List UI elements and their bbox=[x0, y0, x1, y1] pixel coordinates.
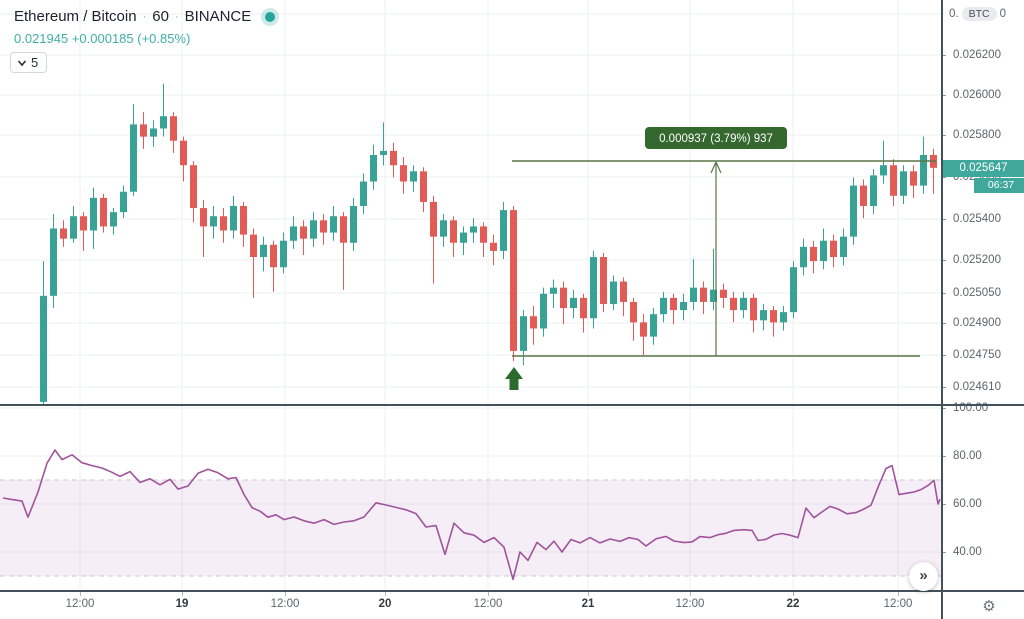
time-tickmark bbox=[898, 592, 899, 596]
chevron-down-icon bbox=[17, 59, 27, 66]
time-tickmark bbox=[488, 592, 489, 596]
time-tickmark bbox=[690, 592, 691, 596]
axis-tick-label: 0.024610 bbox=[941, 380, 1024, 394]
time-tickmark bbox=[385, 592, 386, 596]
indicator-dropdown-value: 5 bbox=[31, 55, 39, 70]
rsi-indicator-pane[interactable] bbox=[0, 406, 941, 590]
axis-tick-label: 40.00 bbox=[941, 545, 1024, 559]
time-tickmark bbox=[182, 592, 183, 596]
measure-label: 0.000937 (3.79%) 937 bbox=[659, 133, 773, 145]
currency-unit-pill[interactable]: BTC bbox=[961, 7, 997, 21]
collapse-pane-button[interactable]: » bbox=[909, 562, 938, 591]
price-range-measure-tool[interactable]: 0.000937 (3.79%) 937 bbox=[512, 127, 936, 357]
time-tickmark bbox=[588, 592, 589, 596]
rsi-line bbox=[2, 449, 941, 581]
axis-tick-label: 80.00 bbox=[941, 449, 1024, 463]
main-price-chart[interactable]: 0.000937 (3.79%) 937 bbox=[0, 0, 941, 404]
chart-header: Ethereum / Bitcoin · 60 · BINANCE 0.0219… bbox=[14, 8, 276, 46]
price-unit-row: 0. BTC 0 bbox=[949, 7, 1006, 21]
axis-tick-label: 0.025200 bbox=[941, 253, 1024, 267]
axis-tick-label: 60.00 bbox=[941, 497, 1024, 511]
time-tick-label: 21 bbox=[581, 598, 595, 610]
time-tick-label: 12:00 bbox=[883, 598, 913, 610]
axis-tick-label: 0.025400 bbox=[941, 212, 1024, 226]
pane-divider[interactable] bbox=[0, 404, 1024, 406]
time-tick-label: 12:00 bbox=[473, 598, 503, 610]
axis-tick-label: 0.024750 bbox=[941, 348, 1024, 362]
buy-arrow-marker[interactable] bbox=[505, 367, 523, 390]
time-axis-divider bbox=[0, 590, 1024, 592]
axis-tick-label: 0.025050 bbox=[941, 286, 1024, 300]
unit-suffix: 0 bbox=[999, 8, 1006, 20]
time-tick-label: 12:00 bbox=[675, 598, 705, 610]
symbol-title: Ethereum / Bitcoin · 60 · BINANCE bbox=[14, 8, 276, 25]
axis-tick-label: 0.025800 bbox=[941, 128, 1024, 142]
time-tick-label: 22 bbox=[786, 598, 800, 610]
symbol-name: Ethereum / Bitcoin bbox=[14, 8, 137, 25]
time-tick-label: 19 bbox=[175, 598, 189, 610]
time-tickmark bbox=[285, 592, 286, 596]
time-axis[interactable]: 12:00 19 12:00 20 12:00 21 12:00 22 12:00 bbox=[0, 592, 941, 619]
axis-tick-label: 0.026000 bbox=[941, 88, 1024, 102]
candles-series bbox=[40, 83, 937, 404]
exchange-name: BINANCE bbox=[184, 8, 252, 25]
last-price-label: 0.025647 bbox=[941, 160, 1024, 177]
time-tickmark bbox=[793, 592, 794, 596]
bar-countdown-label: 06:37 bbox=[974, 178, 1024, 193]
price-axis[interactable]: 0. BTC 0 0.026200 0.026000 0.025800 0.02560… bbox=[941, 0, 1024, 590]
time-tick-label: 12:00 bbox=[65, 598, 95, 610]
rsi-band bbox=[0, 480, 941, 576]
price-axis-border bbox=[941, 0, 943, 619]
axis-tick-label: 0.024900 bbox=[941, 316, 1024, 330]
unit-prefix: 0. bbox=[949, 8, 959, 20]
separator-dot: · bbox=[142, 10, 147, 23]
market-status-dot-icon bbox=[265, 11, 276, 22]
indicator-dropdown-button[interactable]: 5 bbox=[10, 52, 48, 73]
interval-value: 60 bbox=[152, 8, 169, 25]
price-change-line: 0.021945 +0.000185 (+0.85%) bbox=[14, 31, 191, 46]
time-tick-label: 20 bbox=[378, 598, 392, 610]
time-tick-label: 12:00 bbox=[270, 598, 300, 610]
time-tickmark bbox=[80, 592, 81, 596]
separator-dot: · bbox=[174, 10, 179, 23]
gear-icon[interactable]: ⚙ bbox=[982, 598, 996, 615]
axis-tick-label: 0.026200 bbox=[941, 48, 1024, 62]
